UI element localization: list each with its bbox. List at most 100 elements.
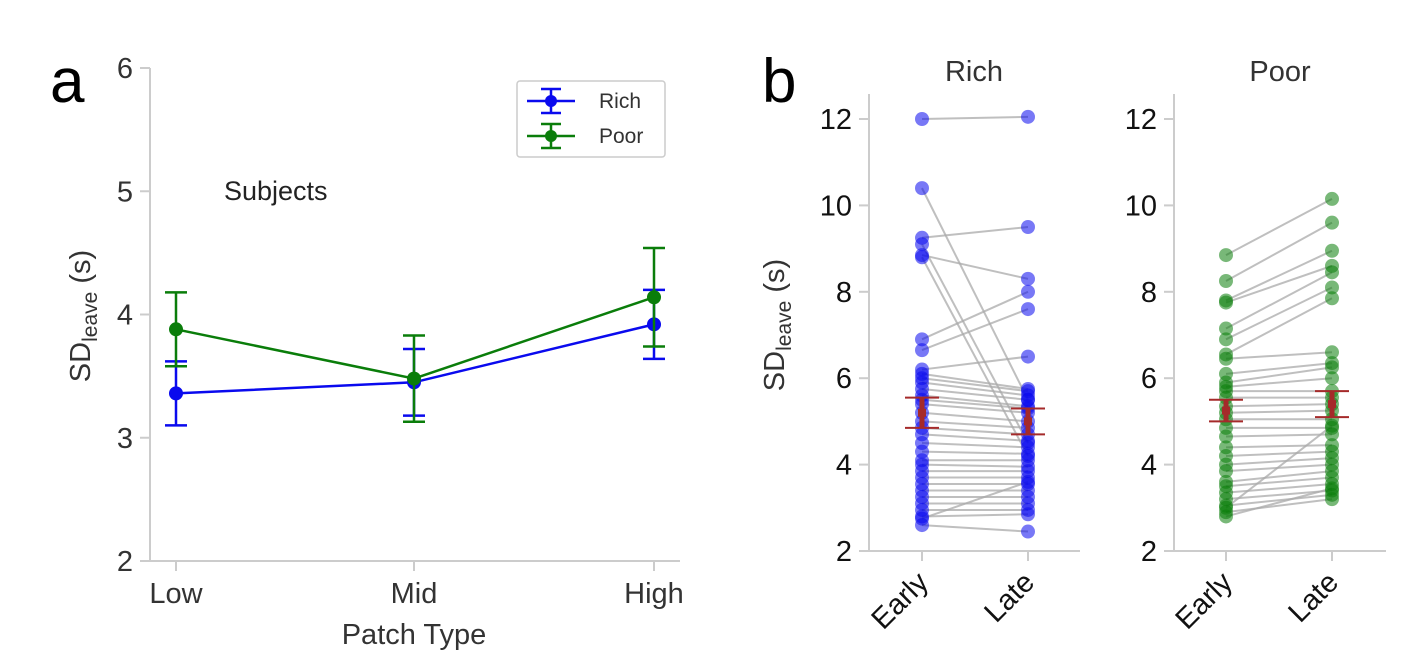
subject-point-early <box>1219 321 1233 336</box>
rich-y-ticks: 2 4 6 8 10 12 <box>820 104 869 568</box>
subject-point-late <box>1325 280 1339 295</box>
subject-pair-line <box>1225 487 1333 518</box>
subject-pair-line <box>1225 450 1333 457</box>
subject-pair-line <box>921 226 1029 239</box>
data-point-poor <box>647 290 661 305</box>
subject-pair-line <box>921 381 1029 397</box>
y-tick-label: 6 <box>836 363 852 395</box>
subject-point-late <box>1021 507 1035 522</box>
y-tick-label: 8 <box>836 277 852 309</box>
subject-point-late <box>1021 284 1035 299</box>
subject-pair-line <box>1225 198 1333 256</box>
rich-pair-lines <box>921 115 1029 533</box>
subject-pair-line <box>921 524 1029 533</box>
panel-a-y-label-subscript: leave <box>79 292 102 342</box>
subject-pair-line <box>1225 493 1333 507</box>
x-tick-label: High <box>624 578 684 610</box>
panel-a-chart: 2 3 4 5 6 Low Mid High Subjects Patch Type SDl… <box>65 53 684 651</box>
panel-a-annotation: Subjects <box>224 176 328 206</box>
subject-pair-line <box>1225 221 1333 282</box>
subject-point-early <box>1219 295 1233 310</box>
subject-pair-line <box>921 420 1029 429</box>
poor-mean-markers <box>1209 390 1349 423</box>
poor-x-ticks: Early Late <box>1170 551 1345 636</box>
subject-pair-line <box>921 513 1029 518</box>
panel-b-rich-title: Rich <box>945 56 1003 88</box>
y-tick-label: 5 <box>117 176 133 208</box>
subject-pair-line <box>1225 498 1333 514</box>
poor-y-ticks: 2 4 6 8 10 12 <box>1125 104 1174 568</box>
mean-marker <box>1222 406 1230 415</box>
x-tick-label: Early <box>866 566 936 636</box>
x-tick-label: Early <box>1170 566 1240 636</box>
subject-pair-line <box>921 411 1029 423</box>
panel-a-series <box>165 246 665 427</box>
y-tick-label: 4 <box>117 300 133 332</box>
legend-marker-rich <box>527 87 575 115</box>
rich-x-ticks: Early Late <box>866 551 1041 636</box>
subject-point-early <box>1219 332 1233 347</box>
legend-label-poor: Poor <box>599 125 643 148</box>
subject-pair-line <box>921 115 1029 120</box>
subject-point-late <box>1325 481 1339 496</box>
data-point-poor <box>169 322 183 337</box>
subject-point-late <box>1325 492 1339 507</box>
subject-pair-line <box>921 388 1029 401</box>
panel-b-rich-chart: Rich 2 4 6 8 10 12 Early Late <box>820 56 1080 636</box>
panel-a-x-ticks: Low Mid High <box>149 561 684 610</box>
subject-pair-line <box>921 463 1029 468</box>
rich-points <box>915 109 1035 539</box>
mean-marker <box>1328 400 1336 409</box>
y-tick-label: 2 <box>117 546 133 578</box>
subject-point-early <box>1219 464 1233 479</box>
poor-pair-lines <box>1225 198 1333 518</box>
rich-mean-markers <box>905 396 1045 436</box>
subject-point-early <box>1219 274 1233 288</box>
subject-point-early <box>915 181 929 196</box>
subject-point-late <box>1325 265 1339 280</box>
subject-point-late <box>1325 291 1339 306</box>
subject-pair-line <box>921 450 1029 455</box>
subject-pair-line <box>921 426 1029 436</box>
y-tick-label: 12 <box>820 104 852 136</box>
subject-pair-line <box>921 308 1029 352</box>
subject-pair-line <box>1225 433 1333 438</box>
x-tick-label: Mid <box>391 578 438 610</box>
subject-pair-line <box>1225 377 1333 388</box>
subject-pair-line <box>1225 409 1333 414</box>
subject-pair-line <box>921 480 1029 520</box>
subject-pair-line <box>1225 476 1333 488</box>
y-tick-label: 6 <box>117 53 133 85</box>
subject-pair-line <box>921 243 1029 444</box>
subject-point-early <box>915 237 929 252</box>
subject-point-late <box>1325 418 1339 433</box>
subject-point-late <box>1325 215 1339 230</box>
subject-point-early <box>915 112 929 126</box>
subject-pair-line <box>1225 271 1333 330</box>
subject-pair-line <box>921 433 1029 442</box>
y-tick-label: 10 <box>1125 190 1157 222</box>
panel-b-poor-chart: Poor 2 4 6 8 10 12 Early Late <box>1125 56 1386 636</box>
subject-point-early <box>915 343 929 358</box>
subject-point-early <box>915 250 929 265</box>
x-tick-label: Late <box>1282 566 1345 629</box>
y-tick-label: 3 <box>117 423 133 455</box>
panel-b-y-label-subscript: leave <box>773 301 796 351</box>
subject-point-early <box>1219 248 1233 263</box>
panel-a-y-ticks: 2 3 4 5 6 <box>117 53 150 578</box>
subject-point-late <box>1325 243 1339 258</box>
panel-label-a: a <box>50 47 85 116</box>
subject-pair-line <box>921 377 1029 393</box>
subject-point-late <box>1021 349 1035 364</box>
subject-pair-line <box>1225 444 1333 449</box>
subject-point-late <box>1021 302 1035 317</box>
subject-pair-line <box>1225 297 1333 356</box>
subject-pair-line <box>921 398 1029 410</box>
y-tick-label: 2 <box>836 536 852 568</box>
subject-point-late <box>1021 524 1035 539</box>
mean-marker <box>1024 417 1032 426</box>
subject-pair-line <box>921 187 1029 401</box>
panel-b-y-label-unit: (s) <box>759 259 791 301</box>
subject-pair-line <box>1225 362 1333 375</box>
subject-pair-line <box>921 372 1029 390</box>
